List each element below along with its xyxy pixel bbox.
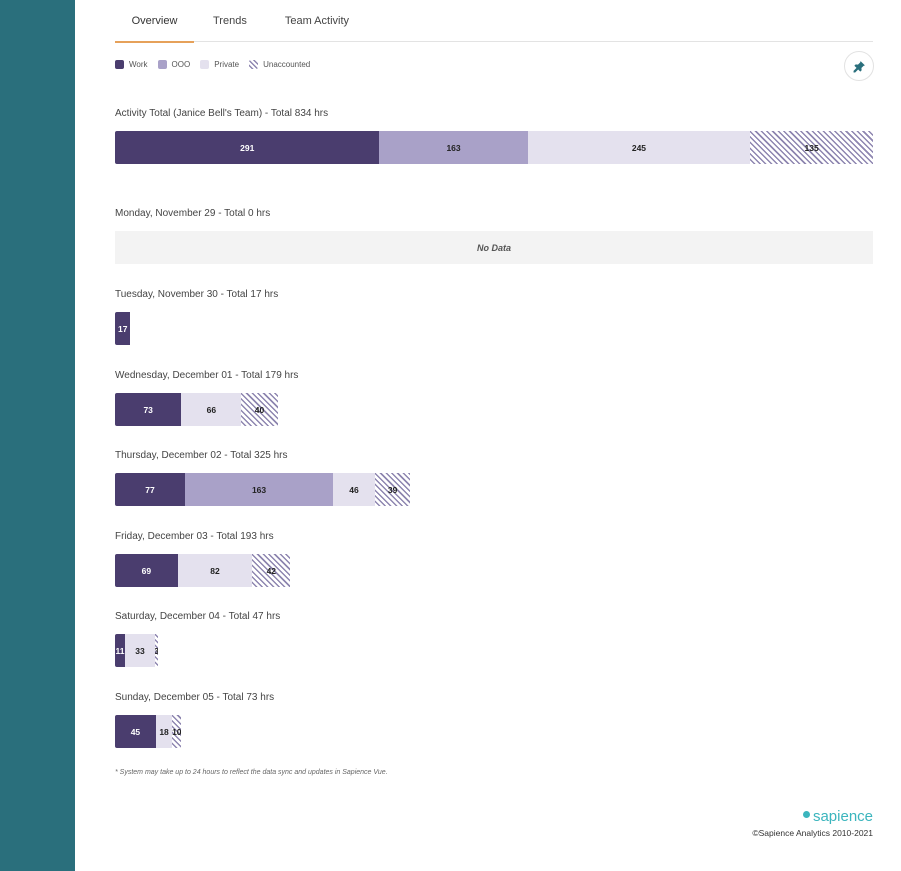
brand-logo: sapience bbox=[802, 808, 873, 825]
bar-segment-unacc[interactable]: 135 bbox=[750, 131, 873, 164]
legend-swatch-unaccounted bbox=[249, 60, 259, 69]
row-title: Activity Total (Janice Bell's Team) - To… bbox=[115, 108, 329, 119]
stacked-bar: 45 18 10 bbox=[115, 715, 182, 748]
brand-dot-icon bbox=[802, 810, 810, 818]
bar-segment-work[interactable]: 17 bbox=[115, 312, 131, 345]
bar-segment-unacc[interactable]: 40 bbox=[241, 393, 278, 426]
legend-swatch-private bbox=[200, 60, 210, 69]
main-content: Overview Trends Team Activity Work OOO P… bbox=[115, 0, 874, 871]
copyright: ©Sapience Analytics 2010-2021 bbox=[752, 828, 873, 838]
row-title: Thursday, December 02 - Total 325 hrs bbox=[115, 450, 288, 461]
stacked-bar: 17 bbox=[115, 312, 131, 345]
row-title: Sunday, December 05 - Total 73 hrs bbox=[115, 692, 275, 703]
legend-swatch-work bbox=[115, 60, 124, 69]
bar-segment-work[interactable]: 77 bbox=[115, 473, 185, 506]
pin-button[interactable] bbox=[844, 51, 874, 81]
row-title: Monday, November 29 - Total 0 hrs bbox=[115, 208, 271, 219]
tab-team-activity[interactable]: Team Activity bbox=[284, 15, 350, 27]
bar-segment-private[interactable]: 18 bbox=[155, 715, 173, 748]
legend-item-ooo: OOO bbox=[157, 60, 191, 69]
row-title: Wednesday, December 01 - Total 179 hrs bbox=[115, 370, 299, 381]
bar-segment-private[interactable]: 46 bbox=[333, 473, 375, 506]
legend-swatch-ooo bbox=[157, 60, 167, 69]
bar-segment-unacc[interactable]: 3 bbox=[154, 634, 158, 667]
brand-name: sapience bbox=[812, 808, 873, 825]
bar-segment-work[interactable]: 73 bbox=[115, 393, 182, 426]
bar-segment-work[interactable]: 11 bbox=[115, 634, 125, 667]
bar-segment-work[interactable]: 69 bbox=[115, 554, 178, 587]
stacked-bar: 291 163 245 135 bbox=[115, 131, 873, 164]
app-sidebar bbox=[0, 0, 75, 871]
tab-bar: Overview Trends Team Activity bbox=[115, 0, 873, 43]
legend-item-private: Private bbox=[200, 60, 239, 69]
bar-segment-ooo[interactable]: 163 bbox=[184, 473, 334, 506]
bar-segment-ooo[interactable]: 163 bbox=[379, 131, 528, 164]
bar-segment-private[interactable]: 33 bbox=[124, 634, 155, 667]
legend-item-unaccounted: Unaccounted bbox=[249, 60, 310, 69]
footnote: * System may take up to 24 hours to refl… bbox=[115, 769, 388, 776]
chart-legend: Work OOO Private Unaccounted bbox=[115, 60, 310, 69]
legend-label-ooo: OOO bbox=[171, 60, 191, 69]
bar-segment-private[interactable]: 245 bbox=[527, 131, 751, 164]
no-data-placeholder: No Data bbox=[115, 231, 873, 264]
bar-segment-unacc[interactable]: 10 bbox=[172, 715, 182, 748]
stacked-bar: 11 33 3 bbox=[115, 634, 158, 667]
row-title: Saturday, December 04 - Total 47 hrs bbox=[115, 611, 281, 622]
bar-segment-work[interactable]: 291 bbox=[115, 131, 380, 164]
tab-trends[interactable]: Trends bbox=[213, 15, 247, 27]
legend-label-work: Work bbox=[129, 60, 148, 69]
bar-segment-unacc[interactable]: 42 bbox=[252, 554, 291, 587]
tab-overview[interactable]: Overview bbox=[115, 0, 194, 43]
stacked-bar: 77 163 46 39 bbox=[115, 473, 411, 506]
stacked-bar: 69 82 42 bbox=[115, 554, 291, 587]
bar-segment-work[interactable]: 45 bbox=[115, 715, 156, 748]
bar-segment-unacc[interactable]: 39 bbox=[374, 473, 411, 506]
bar-segment-private[interactable]: 82 bbox=[177, 554, 253, 587]
pin-icon bbox=[853, 60, 865, 72]
legend-item-work: Work bbox=[115, 60, 148, 69]
row-title: Tuesday, November 30 - Total 17 hrs bbox=[115, 289, 279, 300]
legend-label-unaccounted: Unaccounted bbox=[263, 60, 311, 69]
legend-label-private: Private bbox=[214, 60, 240, 69]
bar-segment-private[interactable]: 66 bbox=[181, 393, 242, 426]
row-title: Friday, December 03 - Total 193 hrs bbox=[115, 531, 274, 542]
stacked-bar: 73 66 40 bbox=[115, 393, 278, 426]
